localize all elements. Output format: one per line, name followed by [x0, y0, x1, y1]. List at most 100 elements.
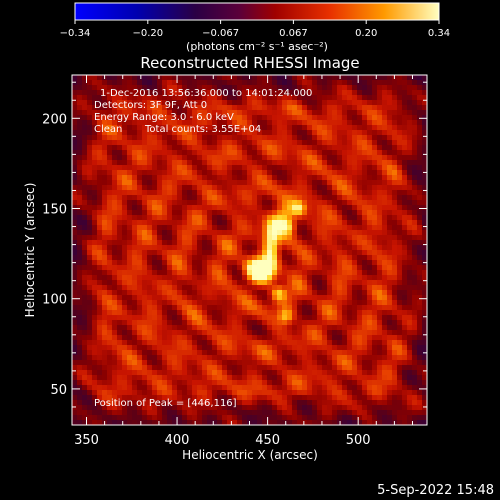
heatmap-cell — [187, 280, 192, 285]
heatmap-cell — [342, 130, 347, 135]
heatmap-cell — [252, 160, 257, 165]
heatmap-cell — [197, 90, 202, 95]
heatmap-cell — [152, 330, 157, 335]
heatmap-cell — [312, 295, 317, 300]
heatmap-cell — [392, 295, 397, 300]
heatmap-cell — [327, 350, 332, 355]
heatmap-cell — [347, 335, 352, 340]
heatmap-cell — [192, 335, 197, 340]
heatmap-cell — [272, 215, 277, 220]
heatmap-cell — [222, 95, 227, 100]
heatmap-cell — [212, 410, 217, 415]
heatmap-cell — [242, 315, 247, 320]
heatmap-cell — [187, 385, 192, 390]
heatmap-cell — [232, 335, 237, 340]
heatmap-cell — [117, 255, 122, 260]
heatmap-cell — [182, 180, 187, 185]
heatmap-cell — [417, 370, 422, 375]
heatmap-cell — [422, 235, 427, 240]
heatmap-cell — [417, 180, 422, 185]
heatmap-cell — [217, 190, 222, 195]
heatmap-cell — [217, 395, 222, 400]
heatmap-cell — [347, 395, 352, 400]
heatmap-cell — [312, 250, 317, 255]
heatmap-cell — [112, 170, 117, 175]
heatmap-cell — [362, 215, 367, 220]
heatmap-cell — [312, 305, 317, 310]
heatmap-cell — [192, 405, 197, 410]
heatmap-cell — [327, 365, 332, 370]
heatmap-cell — [82, 125, 87, 130]
heatmap-cell — [297, 105, 302, 110]
heatmap-cell — [227, 160, 232, 165]
heatmap-cell — [232, 200, 237, 205]
heatmap-cell — [167, 160, 172, 165]
heatmap-cell — [352, 150, 357, 155]
heatmap-cell — [257, 350, 262, 355]
heatmap-cell — [377, 215, 382, 220]
heatmap-cell — [357, 120, 362, 125]
heatmap-cell — [72, 315, 77, 320]
heatmap-cell — [237, 170, 242, 175]
heatmap-cell — [287, 240, 292, 245]
heatmap-cell — [177, 360, 182, 365]
heatmap-cell — [182, 370, 187, 375]
heatmap-cell — [87, 220, 92, 225]
heatmap-cell — [382, 255, 387, 260]
heatmap-cell — [182, 295, 187, 300]
heatmap-cell — [422, 105, 427, 110]
heatmap-cell — [272, 75, 277, 80]
heatmap-cell — [137, 90, 142, 95]
heatmap-cell — [222, 115, 227, 120]
heatmap-cell — [262, 385, 267, 390]
heatmap-cell — [142, 290, 147, 295]
heatmap-cell — [397, 315, 402, 320]
heatmap-cell — [267, 155, 272, 160]
heatmap-cell — [202, 190, 207, 195]
heatmap-cell — [177, 200, 182, 205]
heatmap-cell — [187, 105, 192, 110]
heatmap-cell — [407, 90, 412, 95]
heatmap-cell — [347, 290, 352, 295]
heatmap-cell — [197, 380, 202, 385]
heatmap-cell — [337, 225, 342, 230]
heatmap-cell — [132, 315, 137, 320]
heatmap-cell — [92, 305, 97, 310]
heatmap-cell — [387, 335, 392, 340]
heatmap-cell — [142, 250, 147, 255]
heatmap-cell — [377, 415, 382, 420]
heatmap-cell — [422, 215, 427, 220]
heatmap-cell — [357, 160, 362, 165]
heatmap-cell — [397, 130, 402, 135]
heatmap-cell — [392, 395, 397, 400]
heatmap-cell — [277, 340, 282, 345]
heatmap-cell — [137, 200, 142, 205]
heatmap-cell — [207, 200, 212, 205]
heatmap-cell — [192, 420, 197, 425]
heatmap-cell — [282, 360, 287, 365]
heatmap-cell — [242, 275, 247, 280]
heatmap-cell — [272, 255, 277, 260]
heatmap-cell — [117, 105, 122, 110]
heatmap-cell — [307, 310, 312, 315]
heatmap-cell — [132, 360, 137, 365]
heatmap-cell — [312, 300, 317, 305]
heatmap-cell — [217, 320, 222, 325]
heatmap-cell — [362, 195, 367, 200]
heatmap-cell — [232, 240, 237, 245]
heatmap-cell — [292, 85, 297, 90]
heatmap-cell — [422, 245, 427, 250]
heatmap-cell — [377, 285, 382, 290]
heatmap-cell — [117, 270, 122, 275]
heatmap-cell — [152, 315, 157, 320]
heatmap-cell — [222, 365, 227, 370]
heatmap-cell — [412, 215, 417, 220]
heatmap-cell — [202, 180, 207, 185]
heatmap-cell — [87, 200, 92, 205]
heatmap-cell — [317, 315, 322, 320]
heatmap-cell — [317, 325, 322, 330]
heatmap-cell — [147, 395, 152, 400]
heatmap-cell — [357, 400, 362, 405]
heatmap-cell — [412, 120, 417, 125]
heatmap-cell — [237, 100, 242, 105]
